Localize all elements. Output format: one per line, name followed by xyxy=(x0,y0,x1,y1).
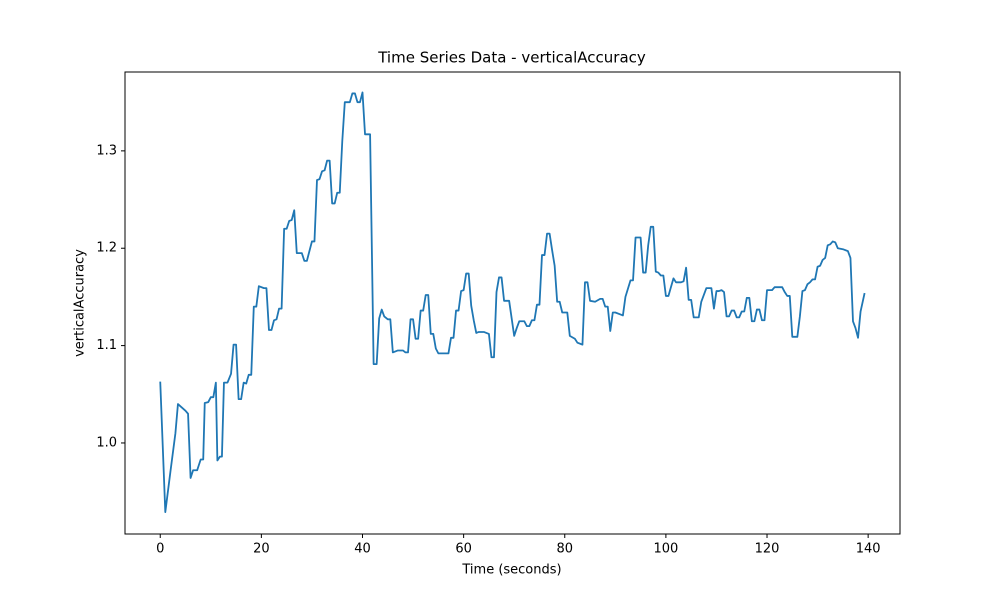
y-tick-label: 1.0 xyxy=(96,435,117,450)
x-tick-label: 0 xyxy=(156,542,164,557)
plot-frame xyxy=(124,71,901,535)
y-tick-label: 1.1 xyxy=(96,338,117,353)
x-tick-label: 40 xyxy=(354,542,371,557)
x-tick-label: 20 xyxy=(253,542,270,557)
x-axis-label: Time (seconds) xyxy=(461,563,561,578)
x-tick-label: 140 xyxy=(856,542,881,557)
y-axis-label: verticalAccuracy xyxy=(73,249,88,357)
x-tick-label: 60 xyxy=(455,542,472,557)
data-line xyxy=(159,91,866,513)
x-tick-label: 100 xyxy=(653,542,678,557)
chart-title: Time Series Data - verticalAccuracy xyxy=(377,49,646,67)
y-tick-label: 1.3 xyxy=(96,143,117,158)
x-tick-label: 120 xyxy=(755,542,780,557)
y-tick-label: 1.2 xyxy=(96,241,117,256)
x-tick-label: 80 xyxy=(556,542,573,557)
